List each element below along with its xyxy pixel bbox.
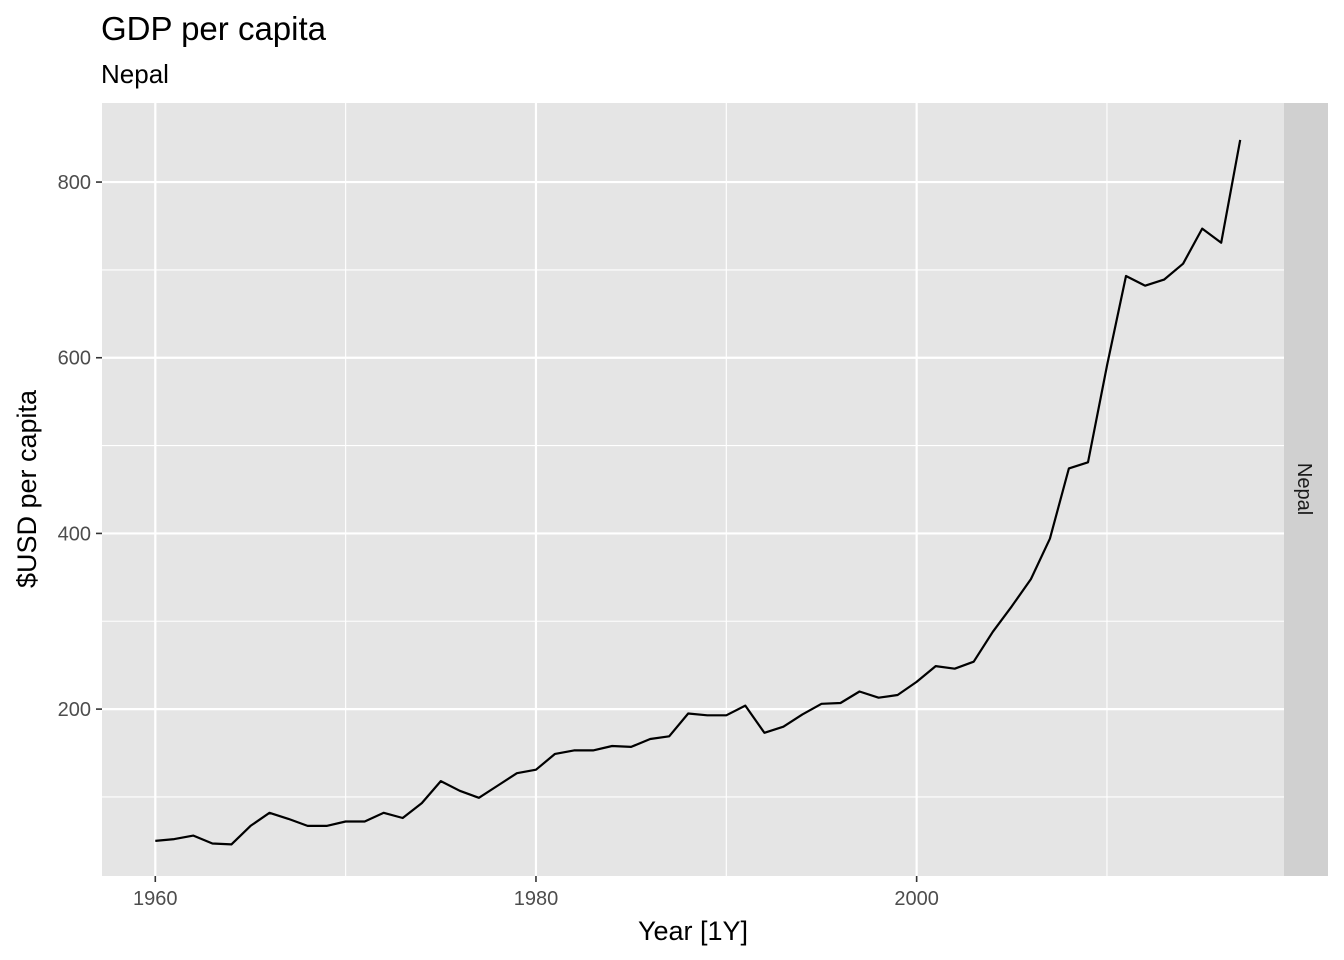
x-tick-label: 2000 [894, 888, 939, 910]
chart-subtitle: Nepal [101, 59, 169, 89]
major-gridlines [102, 103, 1284, 876]
facet-strip [1284, 103, 1328, 876]
y-tick-label: 200 [58, 699, 91, 721]
chart-title: GDP per capita [101, 10, 327, 47]
y-tick-label: 800 [58, 172, 91, 194]
x-tick-label: 1980 [514, 888, 559, 910]
minor-gridlines [102, 103, 1284, 876]
x-tick-label: 1960 [133, 888, 178, 910]
x-axis-title: Year [1Y] [638, 916, 748, 946]
facet-strip-label: Nepal [1293, 463, 1315, 515]
axis-tick-labels: 1960 1980 2000 200 400 600 800 [58, 172, 939, 910]
y-axis-title: $USD per capita [12, 389, 42, 588]
gdp-series-line [155, 139, 1242, 846]
y-tick-label: 600 [58, 348, 91, 370]
axis-ticks [96, 181, 918, 882]
plot-panel [102, 103, 1284, 876]
y-tick-label: 400 [58, 523, 91, 545]
